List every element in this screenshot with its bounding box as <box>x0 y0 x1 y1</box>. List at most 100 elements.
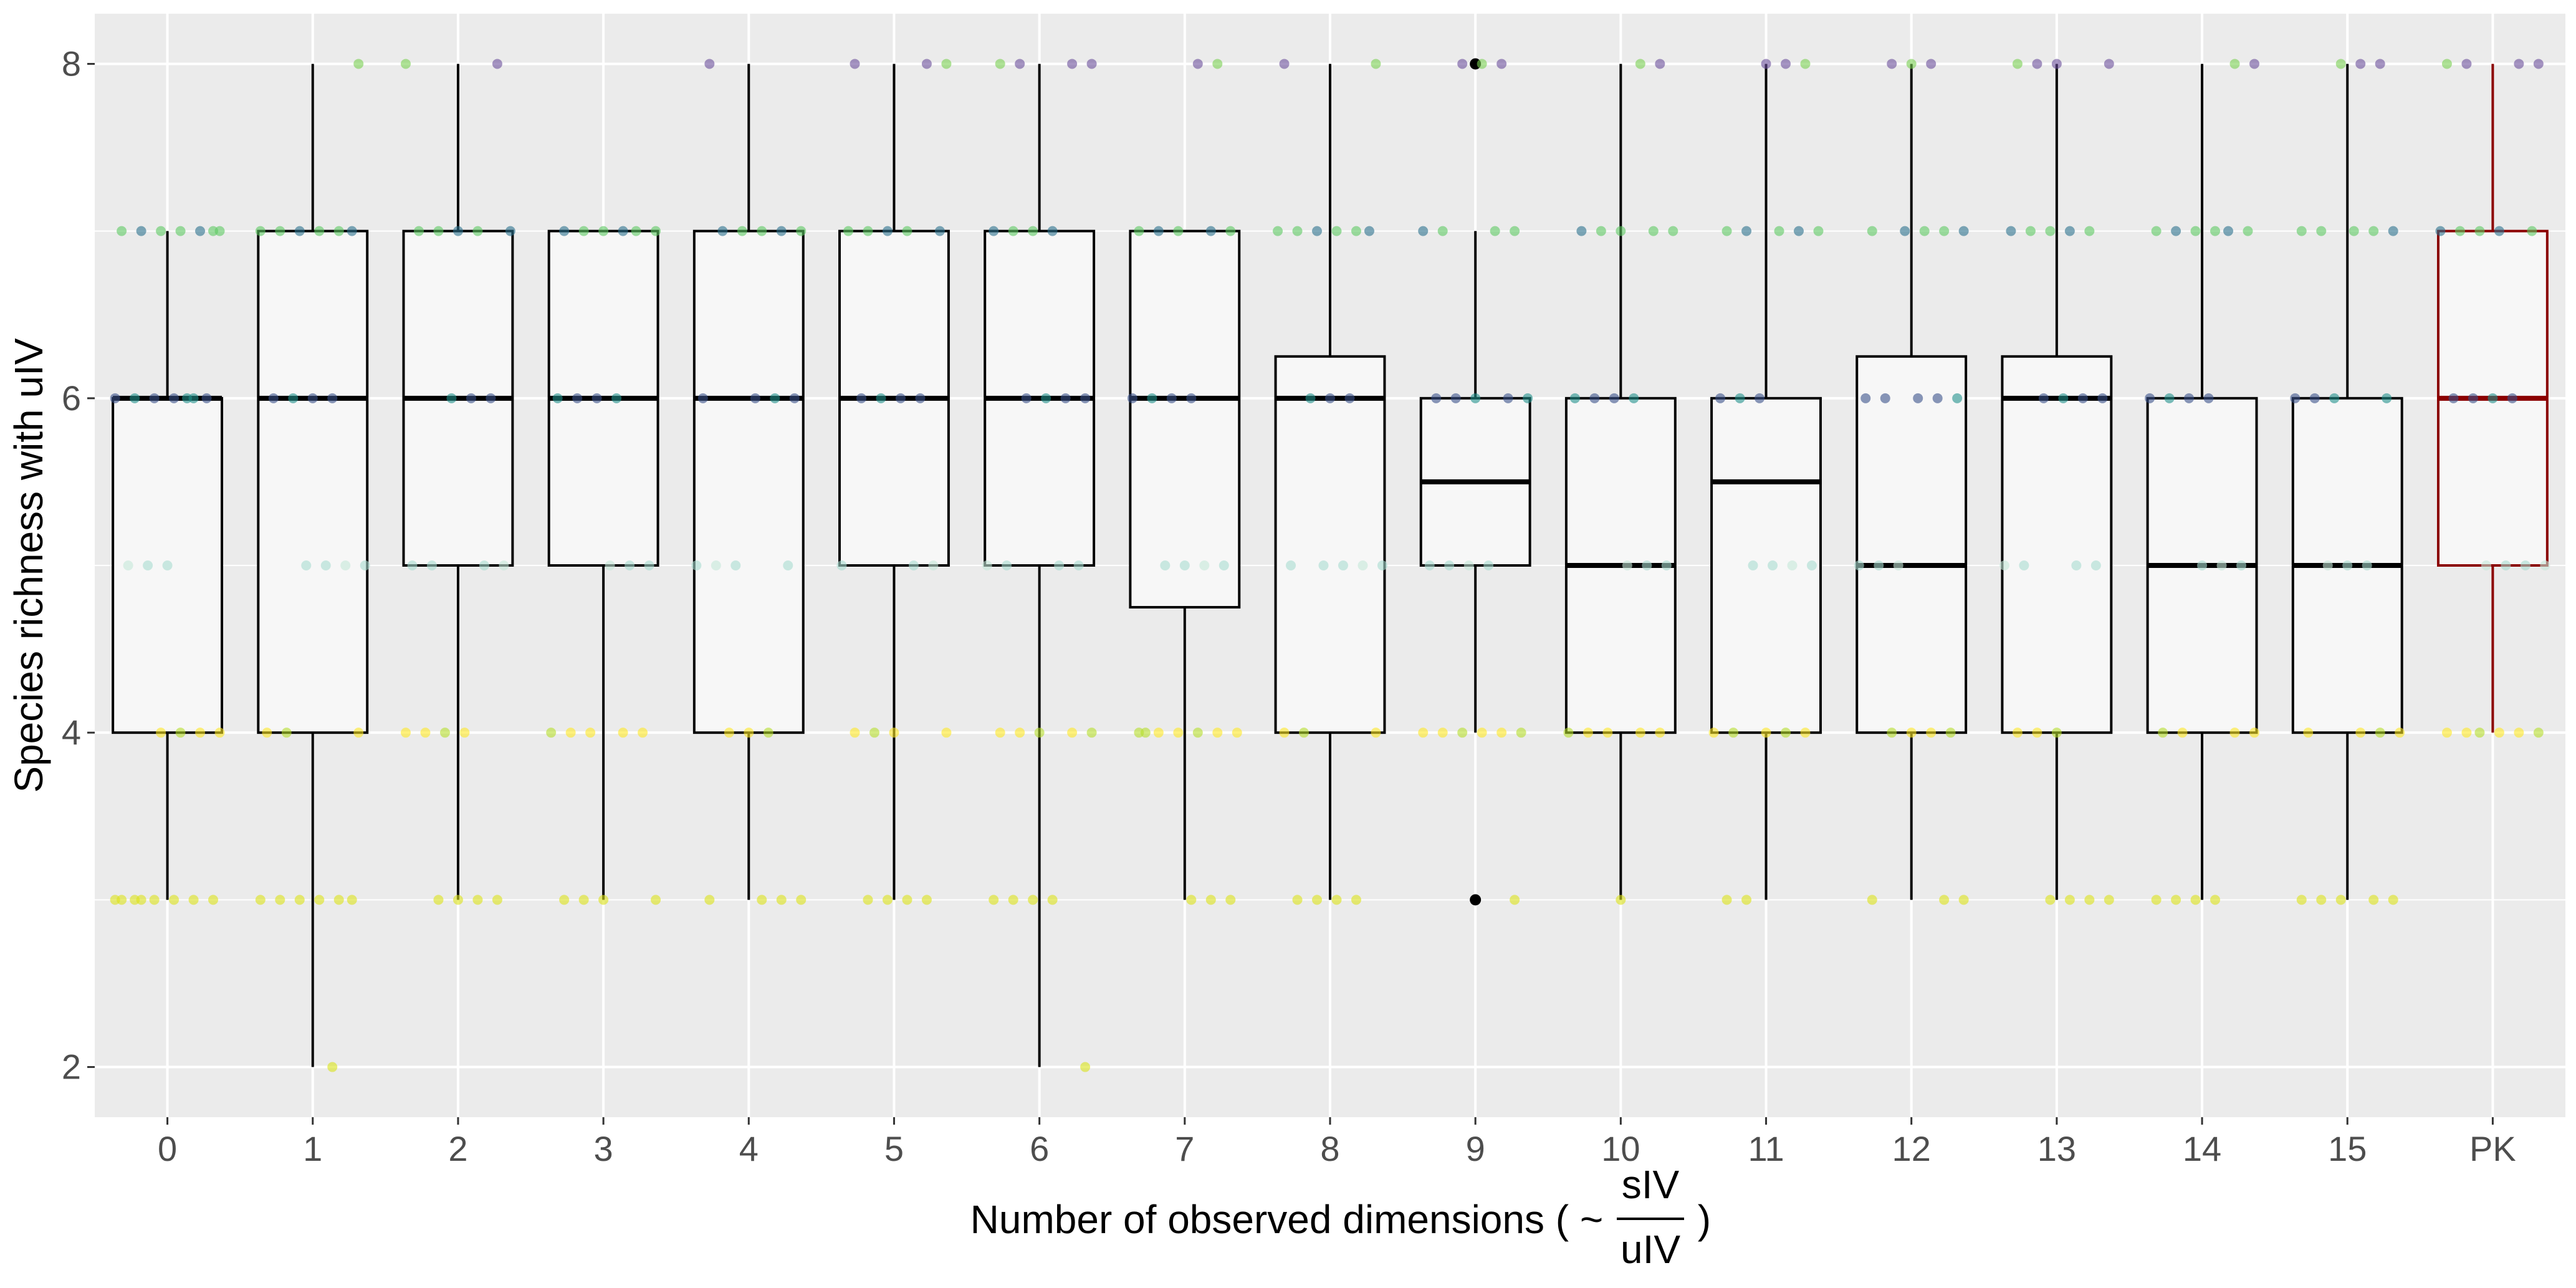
jitter-point <box>2322 560 2333 570</box>
jitter-point <box>2481 560 2491 570</box>
jitter-point <box>1205 226 1216 236</box>
jitter-point <box>2051 728 2062 738</box>
jitter-point <box>2368 226 2379 236</box>
jitter-point <box>1470 393 1481 403</box>
x-tick-label: 0 <box>158 1129 177 1168</box>
jitter-point <box>255 226 266 236</box>
jitter-point <box>1477 59 1487 69</box>
jitter-point <box>439 728 450 738</box>
jitter-point <box>1516 728 1526 738</box>
jitter-point <box>1299 728 1310 738</box>
jitter-point <box>1999 560 2009 570</box>
jitter-point <box>1755 393 1765 403</box>
jitter-point <box>2514 728 2524 738</box>
jitter-point <box>2229 59 2240 69</box>
jitter-point <box>559 895 570 905</box>
jitter-point <box>1015 728 1025 738</box>
jitter-point <box>2197 560 2208 570</box>
jitter-point <box>2006 226 2016 236</box>
jitter-point <box>1073 560 1084 570</box>
jitter-point <box>995 728 1005 738</box>
box-iqr <box>1274 355 1386 734</box>
jitter-point <box>1173 226 1184 236</box>
jitter-point <box>2468 393 2478 403</box>
jitter-point <box>275 226 285 236</box>
jitter-point <box>2349 226 2359 236</box>
jitter-point <box>307 393 318 403</box>
jitter-point <box>928 560 939 570</box>
x-axis-title-denominator: uIV <box>1621 1227 1680 1272</box>
jitter-point <box>2058 393 2069 403</box>
jitter-point <box>598 895 609 905</box>
jitter-point <box>921 895 932 905</box>
jitter-point <box>2012 728 2023 738</box>
jitter-point <box>1523 393 1533 403</box>
jitter-point <box>1906 728 1917 738</box>
jitter-point <box>2177 728 2188 738</box>
jitter-point <box>1629 393 1639 403</box>
jitter-point <box>2454 226 2465 236</box>
jitter-point <box>1913 393 1923 403</box>
jitter-point <box>1357 560 1368 570</box>
jitter-point <box>1147 393 1157 403</box>
jitter-point <box>1418 226 1429 236</box>
jitter-point <box>347 895 357 905</box>
jitter-point <box>717 226 728 236</box>
jitter-point <box>1887 728 1897 738</box>
jitter-point <box>836 560 847 570</box>
jitter-point <box>505 226 515 236</box>
jitter-point <box>1179 560 1190 570</box>
jitter-point <box>776 226 787 236</box>
x-tick-label: PK <box>2469 1129 2516 1168</box>
jitter-point <box>2243 226 2253 236</box>
jitter-point <box>2296 895 2307 905</box>
jitter-point <box>1609 393 1619 403</box>
jitter-point <box>2025 226 2036 236</box>
jitter-point <box>314 895 325 905</box>
jitter-point <box>1761 59 1771 69</box>
jitter-point <box>2229 728 2240 738</box>
jitter-point <box>169 895 180 905</box>
jitter-point <box>1424 560 1435 570</box>
jitter-point <box>908 560 919 570</box>
jitter-point <box>1067 59 1078 69</box>
jitter-point <box>1199 560 1210 570</box>
jitter-point <box>333 226 344 236</box>
jitter-point <box>2290 393 2301 403</box>
jitter-point <box>188 393 199 403</box>
jitter-point <box>1002 560 1012 570</box>
jitter-point <box>156 226 166 236</box>
jitter-point <box>763 728 773 738</box>
jitter-point <box>2151 226 2162 236</box>
jitter-point <box>1219 560 1229 570</box>
x-tick-label: 3 <box>594 1129 613 1168</box>
jitter-point <box>1958 226 1969 236</box>
jitter-point <box>2461 59 2472 69</box>
jitter-point <box>850 728 860 738</box>
jitter-point <box>2316 226 2327 236</box>
jitter-point <box>1444 560 1455 570</box>
jitter-point <box>750 393 760 403</box>
jitter-point <box>598 226 609 236</box>
jitter-point <box>989 895 999 905</box>
jitter-point <box>479 560 489 570</box>
jitter-point <box>1635 59 1645 69</box>
jitter-point <box>869 728 879 738</box>
jitter-point <box>1800 728 1811 738</box>
jitter-point <box>565 728 576 738</box>
x-tick-label: 4 <box>739 1129 759 1168</box>
jitter-point <box>989 226 999 236</box>
jitter-point <box>1510 895 1520 905</box>
jitter-point <box>149 393 160 403</box>
jitter-point <box>559 226 570 236</box>
jitter-point <box>757 895 767 905</box>
jitter-point <box>1008 226 1018 236</box>
jitter-point <box>638 728 648 738</box>
jitter-point <box>2335 59 2346 69</box>
jitter-point <box>1741 226 1752 236</box>
jitter-point <box>1364 226 1374 236</box>
jitter-point <box>117 226 127 236</box>
jitter-point <box>1140 728 1151 738</box>
jitter-point <box>2032 59 2042 69</box>
